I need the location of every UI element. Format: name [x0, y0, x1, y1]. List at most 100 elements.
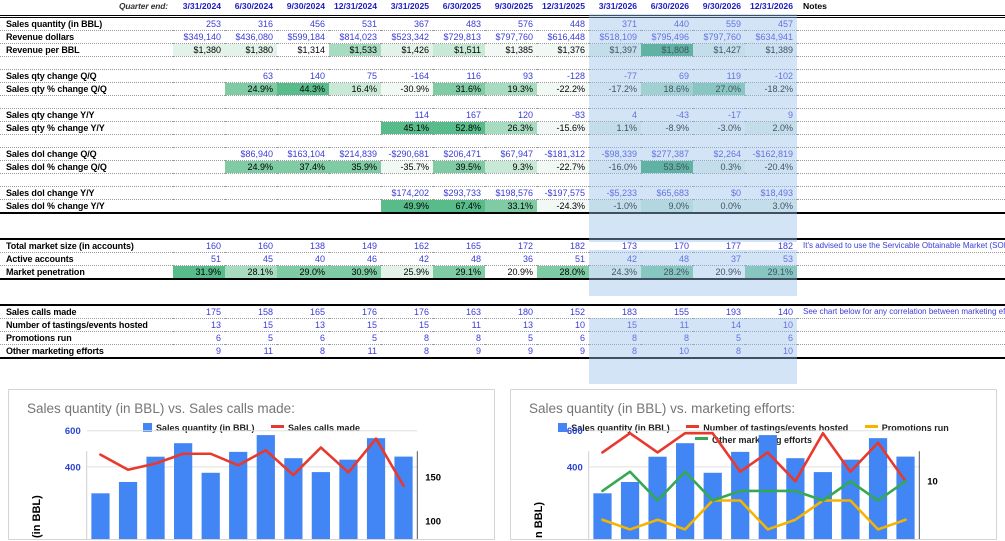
cell[interactable]: -102 [745, 69, 797, 83]
cell[interactable]: $599,184 [277, 30, 329, 44]
cell[interactable] [225, 108, 277, 122]
cell[interactable]: 37 [693, 252, 745, 266]
cell[interactable]: 8 [277, 344, 329, 359]
cell[interactable]: 13 [485, 318, 537, 332]
table-row[interactable]: Number of tastings/events hosted 13 15 13 15… [0, 318, 1005, 332]
cell[interactable]: $1,314 [277, 43, 329, 57]
cell[interactable]: $1,380 [173, 43, 225, 57]
note-cell[interactable] [797, 16, 1005, 31]
cell[interactable]: -17 [693, 108, 745, 122]
cell[interactable]: 158 [225, 305, 277, 319]
cell[interactable]: 15 [329, 318, 381, 332]
cell[interactable]: 11 [433, 318, 485, 332]
note-cell[interactable] [797, 199, 1005, 214]
cell[interactable]: -$98,339 [589, 147, 641, 161]
legend-item-sales-quantity[interactable]: Sales quantity (in BBL) [558, 423, 670, 433]
cell[interactable]: 9 [485, 344, 537, 359]
cell[interactable]: $729,813 [433, 30, 485, 44]
cell[interactable]: 37.4% [277, 160, 329, 174]
column-header-date[interactable]: 12/31/2024 [333, 1, 377, 11]
cell[interactable] [173, 147, 225, 161]
cell[interactable]: 13 [277, 318, 329, 332]
cell[interactable]: 5 [485, 331, 537, 345]
cell[interactable]: 8 [381, 331, 433, 345]
cell[interactable]: 63 [225, 69, 277, 83]
cell[interactable]: 29.0% [277, 265, 329, 280]
cell[interactable]: $1,511 [433, 43, 485, 57]
cell[interactable]: 0.0% [693, 199, 745, 214]
cell[interactable]: 11 [329, 344, 381, 359]
cell[interactable]: -164 [381, 69, 433, 83]
cell[interactable]: 163 [433, 305, 485, 319]
cell[interactable]: $1,385 [485, 43, 537, 57]
cell[interactable]: $797,760 [485, 30, 537, 44]
note-cell[interactable]: It's advised to use the Servicable Obtai… [797, 239, 1005, 253]
cell[interactable] [173, 108, 225, 122]
cell[interactable] [329, 186, 381, 200]
cell[interactable]: -22.7% [537, 160, 589, 174]
cell[interactable]: -24.3% [537, 199, 589, 214]
cell[interactable]: $67,947 [485, 147, 537, 161]
table-row[interactable]: Sales qty % change Y/Y 45.1% 52.8% 26.3% -15… [0, 121, 1005, 135]
cell[interactable]: 6 [173, 331, 225, 345]
cell[interactable]: $214,839 [329, 147, 381, 161]
cell[interactable]: 15 [589, 318, 641, 332]
table-row[interactable]: Sales qty change Y/Y 114 167 120 -83 4 -43 -17 9 [0, 108, 1005, 122]
table-row[interactable]: Sales quantity (in BBL) 253 316 456 531 367 48… [0, 16, 1005, 31]
cell[interactable]: 25.9% [381, 265, 433, 280]
cell[interactable]: 176 [329, 305, 381, 319]
cell[interactable]: 20.9% [485, 265, 537, 280]
cell[interactable]: $518,109 [589, 30, 641, 44]
note-cell[interactable] [797, 265, 1005, 280]
cell[interactable]: 75 [329, 69, 381, 83]
cell[interactable]: 49.9% [381, 199, 433, 214]
cell[interactable]: -77 [589, 69, 641, 83]
note-cell[interactable] [797, 43, 1005, 57]
cell[interactable]: 316 [225, 16, 277, 31]
cell[interactable]: 48 [433, 252, 485, 266]
note-cell[interactable]: See chart below for any correlation betw… [797, 305, 1005, 319]
cell[interactable]: 33.1% [485, 199, 537, 214]
cell[interactable]: $86,940 [225, 147, 277, 161]
cell[interactable]: $1,808 [641, 43, 693, 57]
note-cell[interactable] [797, 82, 1005, 96]
table-row[interactable]: Sales calls made 175 158 165 176 176 163 180 152… [0, 305, 1005, 319]
note-cell[interactable] [797, 252, 1005, 266]
note-cell[interactable] [797, 30, 1005, 44]
cell[interactable]: -30.9% [381, 82, 433, 96]
cell[interactable]: -15.6% [537, 121, 589, 135]
cell[interactable]: 24.3% [589, 265, 641, 280]
table-row[interactable]: Sales dol change Y/Y $174,202 $293,733 $198… [0, 186, 1005, 200]
cell[interactable]: 42 [589, 252, 641, 266]
cell[interactable]: $1,533 [329, 43, 381, 57]
cell[interactable] [173, 186, 225, 200]
cell[interactable]: 8 [589, 344, 641, 359]
cell[interactable]: 182 [745, 239, 797, 253]
cell[interactable]: 2.0% [745, 121, 797, 135]
legend-item-tastings[interactable]: Number of tastings/events hosted [686, 423, 848, 433]
table-row[interactable]: Revenue per BBL $1,380 $1,380 $1,314 $1,533 $… [0, 43, 1005, 57]
cell[interactable]: 193 [693, 305, 745, 319]
cell[interactable]: 30.9% [329, 265, 381, 280]
cell[interactable]: 8 [641, 331, 693, 345]
cell[interactable]: 162 [381, 239, 433, 253]
cell[interactable]: $616,448 [537, 30, 589, 44]
cell[interactable]: -22.2% [537, 82, 589, 96]
cell[interactable]: 19.3% [485, 82, 537, 96]
cell[interactable]: 119 [693, 69, 745, 83]
cell[interactable]: 29.1% [433, 265, 485, 280]
cell[interactable]: 20.9% [693, 265, 745, 280]
cell[interactable]: 10 [537, 318, 589, 332]
cell[interactable]: 11 [225, 344, 277, 359]
cell[interactable]: 165 [277, 305, 329, 319]
cell[interactable]: 31.6% [433, 82, 485, 96]
cell[interactable]: 172 [485, 239, 537, 253]
cell[interactable]: 10 [745, 344, 797, 359]
cell[interactable]: 18.6% [641, 82, 693, 96]
cell[interactable]: 53 [745, 252, 797, 266]
cell[interactable]: 24.9% [225, 160, 277, 174]
cell[interactable]: 120 [485, 108, 537, 122]
cell[interactable]: 11 [641, 318, 693, 332]
cell[interactable]: $1,426 [381, 43, 433, 57]
cell[interactable]: 69 [641, 69, 693, 83]
